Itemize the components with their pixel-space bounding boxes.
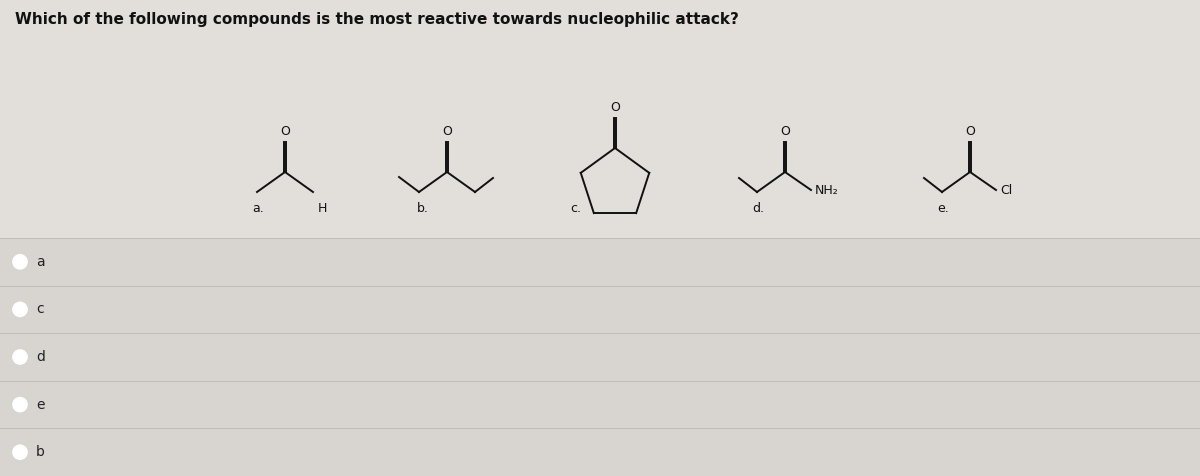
Text: a: a — [36, 255, 44, 269]
Text: Cl: Cl — [1000, 184, 1013, 197]
Bar — [0, 286, 1200, 333]
Text: b.: b. — [418, 202, 428, 215]
Text: O: O — [610, 101, 620, 114]
Bar — [0, 333, 1200, 381]
Bar — [0, 238, 1200, 286]
Text: c: c — [36, 302, 43, 317]
Text: d: d — [36, 350, 44, 364]
Bar — [0, 0, 1200, 238]
Circle shape — [13, 255, 28, 269]
Circle shape — [13, 397, 28, 412]
Circle shape — [13, 445, 28, 459]
Text: e: e — [36, 397, 44, 412]
Text: b: b — [36, 445, 44, 459]
Text: d.: d. — [752, 202, 764, 215]
Text: c.: c. — [570, 202, 581, 215]
Text: a.: a. — [252, 202, 264, 215]
Circle shape — [13, 302, 28, 317]
Text: O: O — [280, 125, 290, 138]
Text: H: H — [318, 202, 328, 215]
Text: O: O — [442, 125, 452, 138]
Text: NH₂: NH₂ — [815, 184, 839, 197]
Text: O: O — [780, 125, 790, 138]
Bar — [0, 428, 1200, 476]
Circle shape — [13, 350, 28, 364]
Text: e.: e. — [937, 202, 949, 215]
Text: Which of the following compounds is the most reactive towards nucleophilic attac: Which of the following compounds is the … — [14, 12, 739, 27]
Bar — [0, 381, 1200, 428]
Text: O: O — [965, 125, 974, 138]
